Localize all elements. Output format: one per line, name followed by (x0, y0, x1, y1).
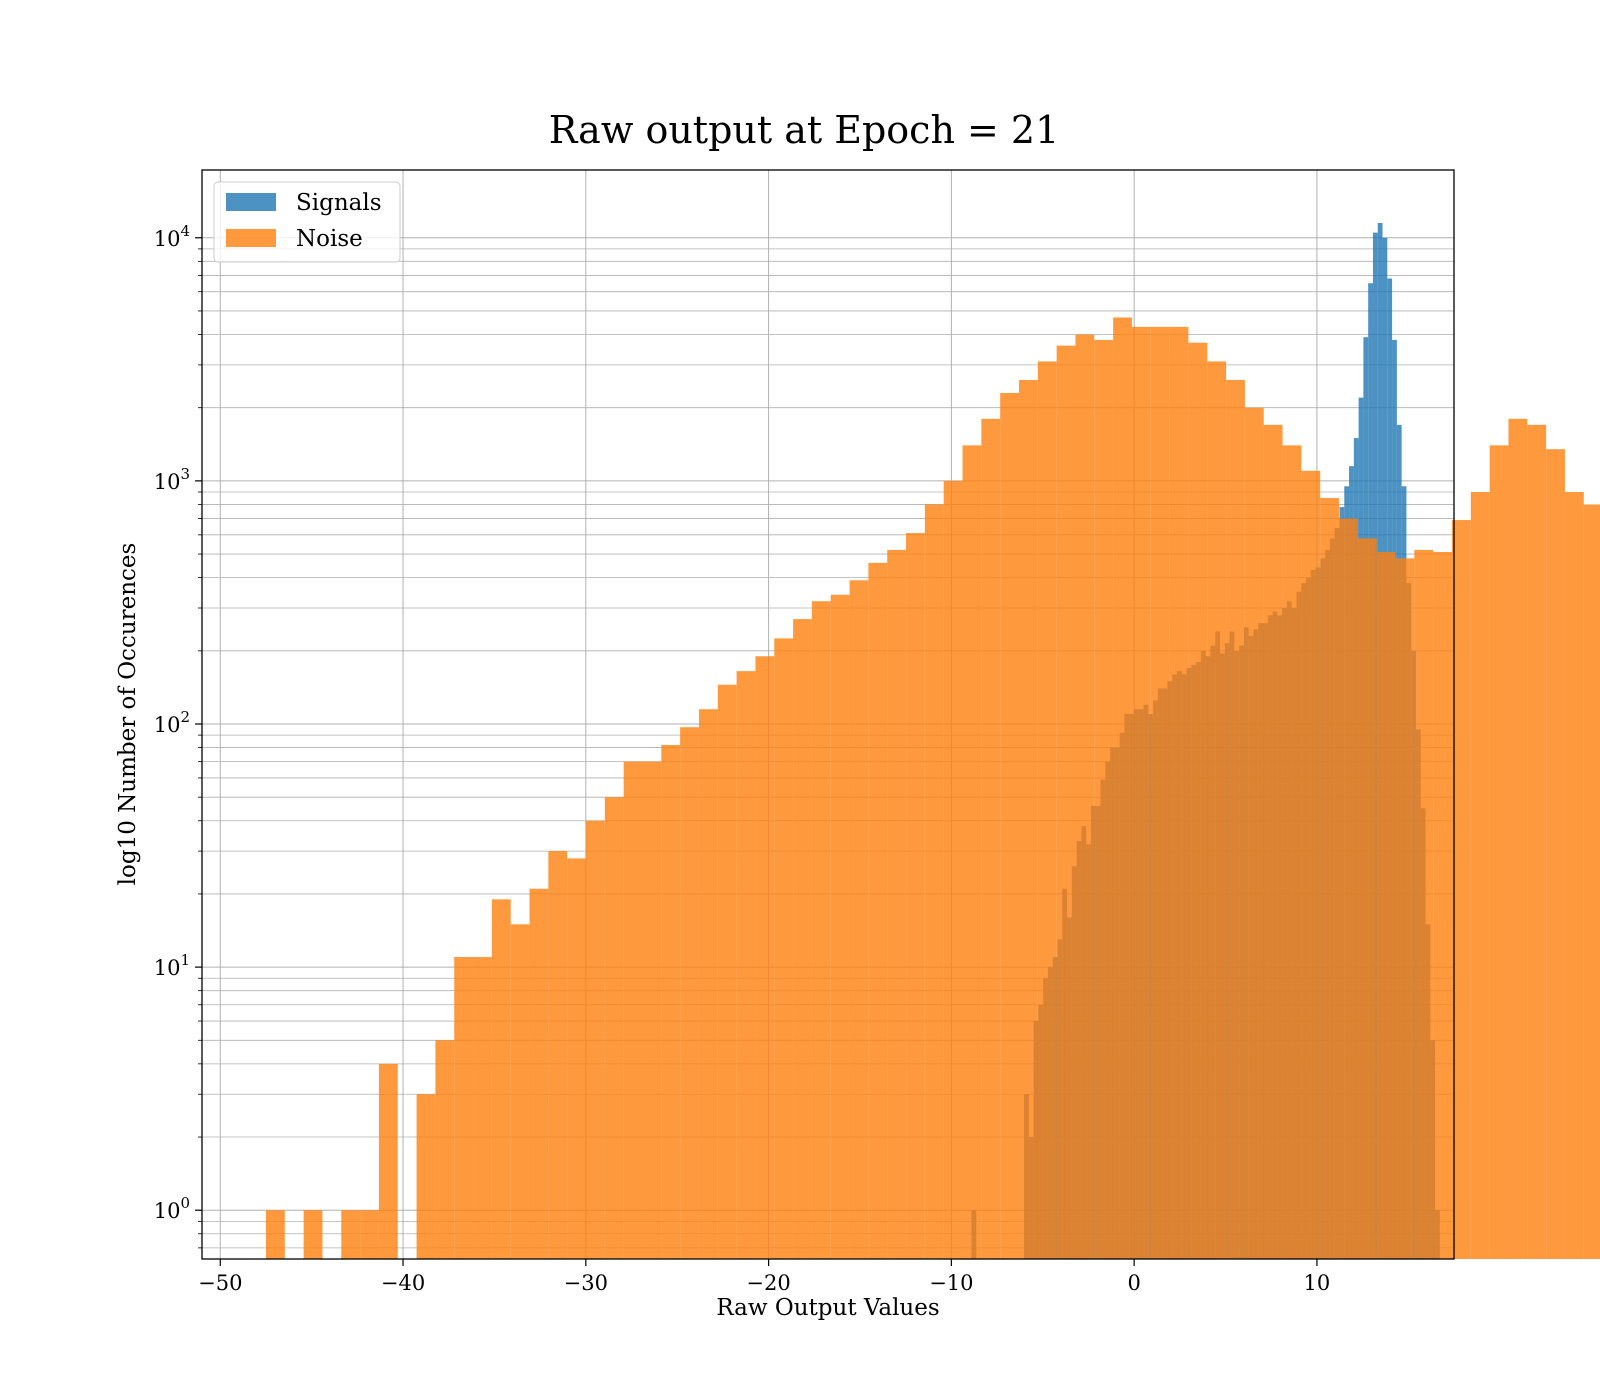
noise-bar (416, 1094, 436, 1259)
noise-bar (454, 957, 474, 1259)
noise-bar (265, 1210, 285, 1259)
noise-bar (1339, 518, 1358, 1259)
noise-bar (755, 656, 775, 1259)
legend: Signals Noise (213, 181, 401, 263)
noise-bar (1395, 558, 1415, 1259)
noise-bar (736, 671, 756, 1259)
noise-bar (1056, 345, 1076, 1259)
x-axis-ticks: −50 −40 −30 −20 −10 0 10 (198, 1259, 1330, 1295)
noise-bars (265, 317, 1600, 1260)
noise-bar (510, 924, 530, 1259)
noise-bar (341, 1210, 361, 1259)
noise-bar (1113, 317, 1132, 1259)
noise-bar (548, 851, 568, 1259)
noise-bar (1320, 498, 1340, 1259)
legend-swatch-signals (226, 193, 276, 211)
y-axis-ticks: 100 101 102 103 104 (154, 222, 202, 1249)
noise-bar (642, 761, 662, 1259)
noise-bar (1075, 334, 1095, 1260)
noise-bar (303, 1210, 323, 1259)
x-tick-label: −20 (746, 1271, 790, 1295)
legend-label-noise: Noise (296, 226, 363, 252)
noise-bar (1282, 445, 1302, 1259)
noise-bar (1000, 392, 1019, 1259)
noise-bar (680, 727, 699, 1259)
noise-bar (1583, 504, 1600, 1259)
noise-bar (529, 888, 549, 1259)
noise-bar (1094, 339, 1114, 1260)
noise-bar (1376, 551, 1396, 1259)
noise-bar (1301, 470, 1321, 1260)
noise-bar (774, 638, 794, 1259)
noise-bar (1508, 418, 1528, 1259)
plot-frame (201, 169, 1455, 1260)
noise-bar (661, 744, 681, 1259)
noise-bar (887, 549, 907, 1259)
noise-bar (698, 709, 718, 1259)
noise-bar (1207, 361, 1227, 1260)
x-tick-label: −10 (929, 1271, 973, 1295)
noise-bar (1263, 424, 1283, 1259)
noise-bar (1037, 361, 1057, 1260)
noise-bar (473, 957, 492, 1259)
noise-bar (1188, 342, 1208, 1259)
noise-bar (435, 1040, 455, 1259)
x-tick-label: 0 (1127, 1271, 1140, 1295)
noise-bar (1018, 379, 1038, 1260)
noise-bar (962, 445, 982, 1259)
y-tick-label: 104 (154, 222, 190, 251)
noise-bar (924, 504, 944, 1259)
noise-bar (1357, 538, 1377, 1259)
noise-bar (586, 820, 605, 1259)
noise-bar (1527, 424, 1547, 1259)
x-axis-label: Raw Output Values (716, 1295, 939, 1321)
y-tick-label: 100 (154, 1194, 190, 1223)
x-tick-label: −30 (564, 1271, 608, 1295)
noise-bar (868, 562, 888, 1259)
legend-label-signals: Signals (296, 190, 382, 216)
noise-bar (1433, 551, 1452, 1259)
noise-bar (981, 418, 1001, 1259)
noise-bar (1414, 549, 1434, 1259)
y-tick-label: 103 (154, 465, 190, 494)
legend-swatch-noise (226, 229, 276, 247)
noise-bar (793, 619, 812, 1259)
noise-bar (604, 797, 624, 1259)
noise-bar (943, 480, 963, 1259)
noise-bar (1489, 445, 1509, 1259)
x-tick-label: 10 (1304, 1271, 1331, 1295)
noise-bar (906, 533, 925, 1259)
y-axis-label: log10 Number of Occurences (115, 543, 141, 886)
noise-bar (1150, 326, 1170, 1259)
noise-bar (378, 1063, 398, 1259)
noise-bar (1131, 326, 1151, 1259)
noise-bar (1470, 492, 1490, 1259)
noise-bar (1451, 520, 1471, 1259)
noise-bar (717, 684, 737, 1259)
x-tick-label: −50 (198, 1271, 242, 1295)
noise-bar (1564, 492, 1584, 1259)
y-tick-label: 102 (154, 708, 190, 737)
noise-bar (830, 594, 850, 1259)
noise-bar (811, 601, 831, 1259)
noise-bar (1226, 379, 1245, 1260)
y-tick-label: 101 (154, 951, 190, 980)
noise-bar (1169, 326, 1189, 1259)
noise-bar (849, 580, 869, 1259)
noise-bar (623, 761, 643, 1259)
noise-bar (1546, 449, 1565, 1259)
x-tick-label: −40 (381, 1271, 425, 1295)
chart-title: Raw output at Epoch = 21 (549, 108, 1060, 152)
noise-bar (360, 1210, 379, 1259)
noise-bar (1244, 407, 1264, 1259)
noise-bar (567, 858, 587, 1259)
noise-bar (491, 899, 511, 1259)
